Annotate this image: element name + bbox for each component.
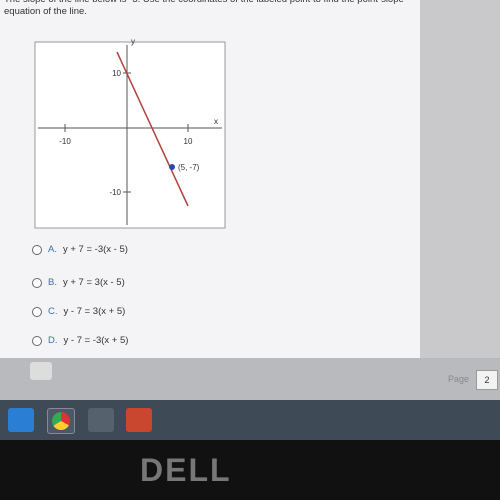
- option[interactable]: B. y + 7 = 3(x - 5): [32, 277, 125, 288]
- print-icon[interactable]: [30, 362, 52, 380]
- powerpoint-icon[interactable]: [126, 408, 152, 432]
- option[interactable]: C. y - 7 = 3(x + 5): [32, 306, 125, 317]
- radio[interactable]: [32, 306, 42, 317]
- x-tick-label: -10: [59, 137, 71, 146]
- option-text: y - 7 = 3(x + 5): [63, 306, 126, 317]
- content: The slope of the line below is -3. Use t…: [0, 0, 420, 358]
- point-label: (5, -7): [178, 163, 200, 172]
- x-tick-label: 10: [184, 137, 193, 146]
- radio[interactable]: [32, 244, 42, 255]
- y-tick-label: 10: [112, 69, 121, 78]
- graph: y x -10 10 10 -10 (5, -7): [34, 37, 226, 229]
- option-text: y - 7 = -3(x + 5): [63, 335, 129, 346]
- brand-logo: DELL: [140, 452, 232, 488]
- radio[interactable]: [32, 277, 42, 288]
- ie-icon[interactable]: [8, 408, 34, 432]
- page-number[interactable]: 2: [476, 370, 498, 390]
- y-tick-label: -10: [109, 188, 121, 197]
- option-text: y + 7 = -3(x - 5): [62, 244, 128, 255]
- chrome-icon[interactable]: [47, 408, 75, 434]
- settings-icon[interactable]: [88, 408, 114, 432]
- page-label: Page: [448, 374, 470, 384]
- radio[interactable]: [32, 335, 42, 346]
- y-axis-label: y: [131, 37, 135, 46]
- option-letter: D.: [48, 335, 58, 346]
- option-text: y + 7 = 3(x - 5): [62, 277, 125, 288]
- labeled-point: [169, 164, 175, 170]
- question: The slope of the line below is -3. Use t…: [4, 0, 404, 17]
- option[interactable]: A. y + 7 = -3(x - 5): [32, 244, 128, 255]
- screen: The slope of the line below is -3. Use t…: [0, 0, 500, 440]
- line: [116, 51, 189, 207]
- x-axis-label: x: [214, 117, 218, 126]
- option-letter: C.: [48, 306, 58, 317]
- option[interactable]: D. y - 7 = -3(x + 5): [32, 335, 128, 346]
- navigation-bar: Page 2: [0, 358, 500, 400]
- option-letter: A.: [48, 244, 57, 255]
- graph-frame: [34, 41, 226, 229]
- option-letter: B.: [48, 277, 57, 288]
- taskbar: [0, 400, 500, 440]
